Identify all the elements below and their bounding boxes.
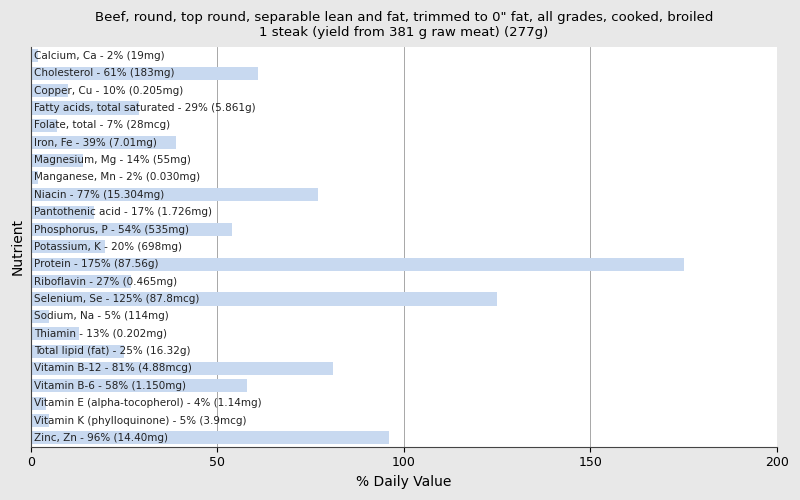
Text: Vitamin B-12 - 81% (4.88mcg): Vitamin B-12 - 81% (4.88mcg) — [34, 364, 192, 374]
Text: Copper, Cu - 10% (0.205mg): Copper, Cu - 10% (0.205mg) — [34, 86, 184, 96]
Text: Manganese, Mn - 2% (0.030mg): Manganese, Mn - 2% (0.030mg) — [34, 172, 201, 182]
Bar — [30, 136, 176, 149]
Bar — [30, 171, 38, 184]
Text: Pantothenic acid - 17% (1.726mg): Pantothenic acid - 17% (1.726mg) — [34, 207, 212, 217]
Bar — [30, 292, 497, 306]
Text: Calcium, Ca - 2% (19mg): Calcium, Ca - 2% (19mg) — [34, 51, 165, 61]
Bar — [30, 50, 38, 62]
Bar — [30, 223, 232, 236]
Bar — [30, 362, 333, 375]
Text: Fatty acids, total saturated - 29% (5.861g): Fatty acids, total saturated - 29% (5.86… — [34, 103, 256, 113]
Text: Vitamin B-6 - 58% (1.150mg): Vitamin B-6 - 58% (1.150mg) — [34, 381, 186, 391]
Bar — [30, 154, 83, 166]
Text: Iron, Fe - 39% (7.01mg): Iron, Fe - 39% (7.01mg) — [34, 138, 158, 147]
X-axis label: % Daily Value: % Daily Value — [356, 475, 451, 489]
Bar — [30, 275, 131, 288]
Bar — [30, 414, 50, 427]
Bar — [30, 396, 46, 409]
Bar — [30, 67, 258, 80]
Text: Selenium, Se - 125% (87.8mcg): Selenium, Se - 125% (87.8mcg) — [34, 294, 200, 304]
Text: Potassium, K - 20% (698mg): Potassium, K - 20% (698mg) — [34, 242, 182, 252]
Text: Phosphorus, P - 54% (535mg): Phosphorus, P - 54% (535mg) — [34, 224, 190, 234]
Text: Vitamin K (phylloquinone) - 5% (3.9mcg): Vitamin K (phylloquinone) - 5% (3.9mcg) — [34, 416, 247, 426]
Bar — [30, 310, 50, 323]
Bar — [30, 119, 57, 132]
Text: Protein - 175% (87.56g): Protein - 175% (87.56g) — [34, 260, 159, 270]
Bar — [30, 240, 106, 254]
Bar — [30, 84, 68, 97]
Bar — [30, 258, 684, 271]
Text: Magnesium, Mg - 14% (55mg): Magnesium, Mg - 14% (55mg) — [34, 155, 191, 165]
Text: Cholesterol - 61% (183mg): Cholesterol - 61% (183mg) — [34, 68, 175, 78]
Title: Beef, round, top round, separable lean and fat, trimmed to 0" fat, all grades, c: Beef, round, top round, separable lean a… — [94, 11, 713, 39]
Text: Niacin - 77% (15.304mg): Niacin - 77% (15.304mg) — [34, 190, 165, 200]
Text: Vitamin E (alpha-tocopherol) - 4% (1.14mg): Vitamin E (alpha-tocopherol) - 4% (1.14m… — [34, 398, 262, 408]
Bar — [30, 327, 79, 340]
Text: Folate, total - 7% (28mcg): Folate, total - 7% (28mcg) — [34, 120, 170, 130]
Bar — [30, 344, 124, 358]
Text: Thiamin - 13% (0.202mg): Thiamin - 13% (0.202mg) — [34, 328, 167, 338]
Bar — [30, 380, 247, 392]
Y-axis label: Nutrient: Nutrient — [11, 218, 25, 276]
Text: Total lipid (fat) - 25% (16.32g): Total lipid (fat) - 25% (16.32g) — [34, 346, 191, 356]
Text: Sodium, Na - 5% (114mg): Sodium, Na - 5% (114mg) — [34, 312, 169, 322]
Bar — [30, 102, 139, 114]
Bar — [30, 188, 318, 202]
Text: Riboflavin - 27% (0.465mg): Riboflavin - 27% (0.465mg) — [34, 276, 178, 286]
Text: Zinc, Zn - 96% (14.40mg): Zinc, Zn - 96% (14.40mg) — [34, 433, 168, 443]
Bar — [30, 432, 389, 444]
Bar — [30, 206, 94, 218]
